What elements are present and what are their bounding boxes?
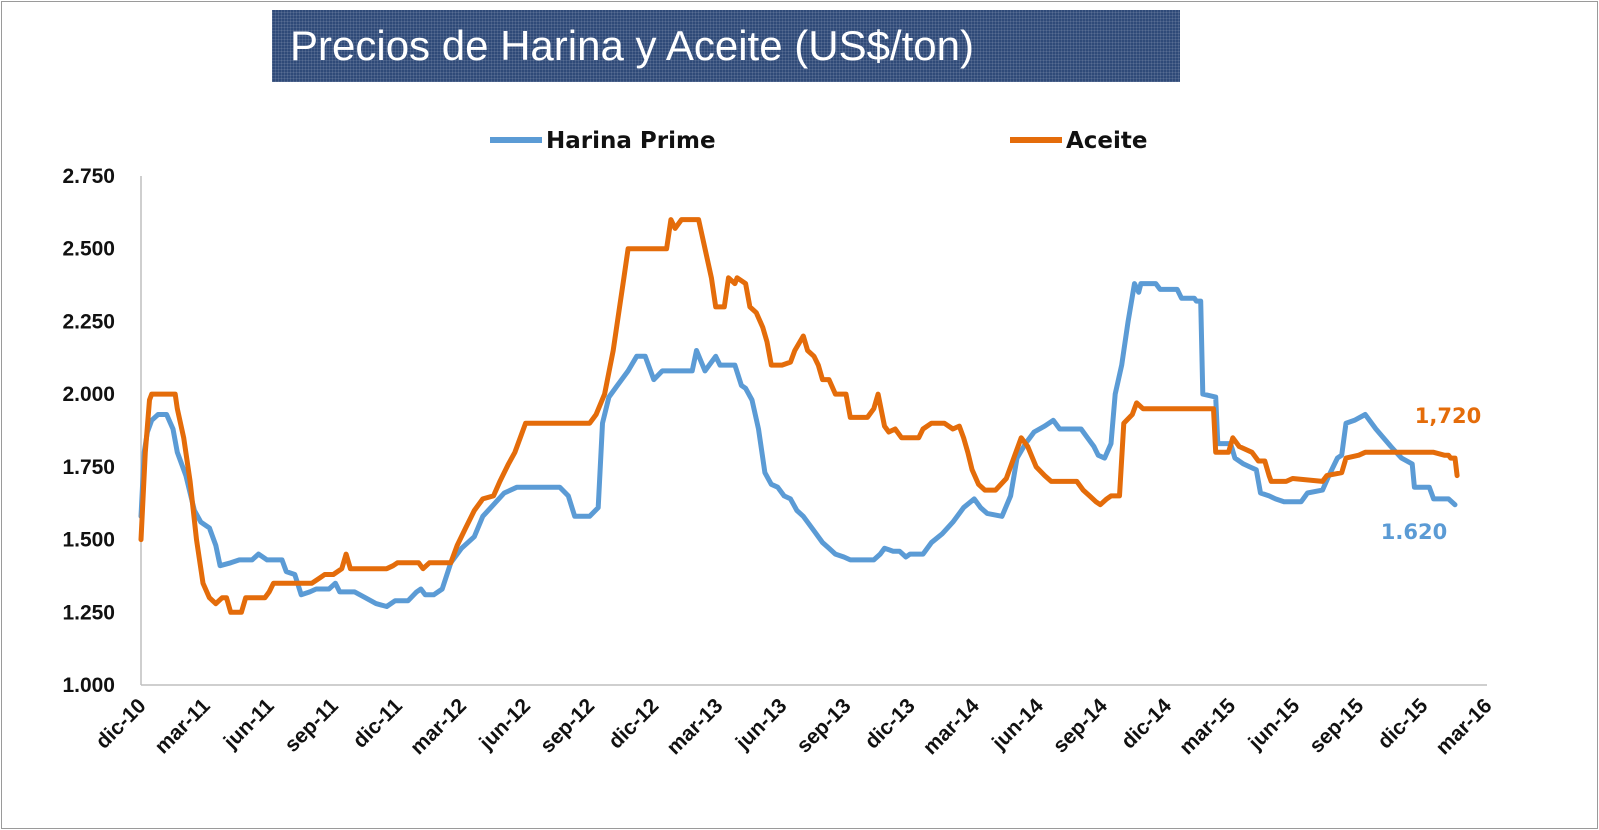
- x-tick-label: dic-10: [91, 694, 150, 753]
- x-tick-label: sep-11: [280, 694, 343, 757]
- x-tick-label: dic-11: [349, 694, 408, 753]
- y-tick-label: 2.750: [62, 165, 115, 188]
- x-tick-label: sep-13: [792, 694, 855, 757]
- data-label-aceite: 1,720: [1415, 404, 1481, 428]
- y-tick-label: 2.250: [62, 310, 115, 333]
- series-line-harina-prime: [138, 281, 1458, 609]
- series-layer: [138, 217, 1460, 615]
- legend-label: Harina Prime: [546, 128, 716, 154]
- x-tick-label: sep-14: [1049, 694, 1113, 758]
- x-tick-label: mar-15: [1175, 694, 1240, 759]
- x-tick-label: jun-11: [219, 694, 279, 754]
- title-banner: Precios de Harina y Aceite (US$/ton): [272, 10, 1180, 82]
- x-tick-label: dic-14: [1117, 694, 1176, 753]
- y-tick-label: 1.500: [62, 529, 115, 552]
- end-labels: 1.620 1,720: [1381, 404, 1481, 544]
- legend-label: Aceite: [1066, 128, 1148, 154]
- y-tick-label: 2.500: [62, 238, 115, 261]
- axes: [140, 176, 1487, 686]
- y-tick-label: 1.000: [62, 674, 115, 697]
- x-tick-label: mar-11: [150, 694, 214, 758]
- legend: Harina Prime Aceite: [490, 128, 1148, 154]
- x-tick-label: mar-16: [1432, 694, 1497, 759]
- data-label-harina-prime: 1.620: [1381, 520, 1447, 544]
- x-tick-labels: dic-10 mar-11 jun-11 sep-11 dic-11 mar-12 jun-…: [91, 694, 1496, 759]
- x-tick-label: jun-15: [1244, 694, 1305, 755]
- x-tick-label: jun-13: [731, 694, 792, 755]
- series-line-aceite: [138, 217, 1460, 615]
- x-tick-label: jun-12: [474, 694, 535, 755]
- x-tick-label: mar-13: [662, 694, 727, 759]
- x-tick-label: dic-15: [1373, 694, 1432, 753]
- y-tick-label: 1.250: [62, 601, 115, 624]
- x-tick-label: dic-12: [604, 694, 663, 753]
- x-tick-label: mar-14: [919, 694, 984, 759]
- x-tick-label: sep-12: [536, 694, 599, 757]
- x-tick-label: sep-15: [1305, 694, 1369, 758]
- x-tick-label: jun-14: [987, 694, 1048, 755]
- y-tick-labels: 1.000 1.250 1.500 1.750 2.000 2.250 2.500 2.750: [62, 165, 115, 697]
- x-tick-label: dic-13: [860, 694, 919, 753]
- y-tick-label: 2.000: [62, 383, 115, 406]
- x-tick-label: mar-12: [406, 694, 471, 759]
- y-tick-label: 1.750: [62, 456, 115, 479]
- chart-title: Precios de Harina y Aceite (US$/ton): [290, 22, 974, 69]
